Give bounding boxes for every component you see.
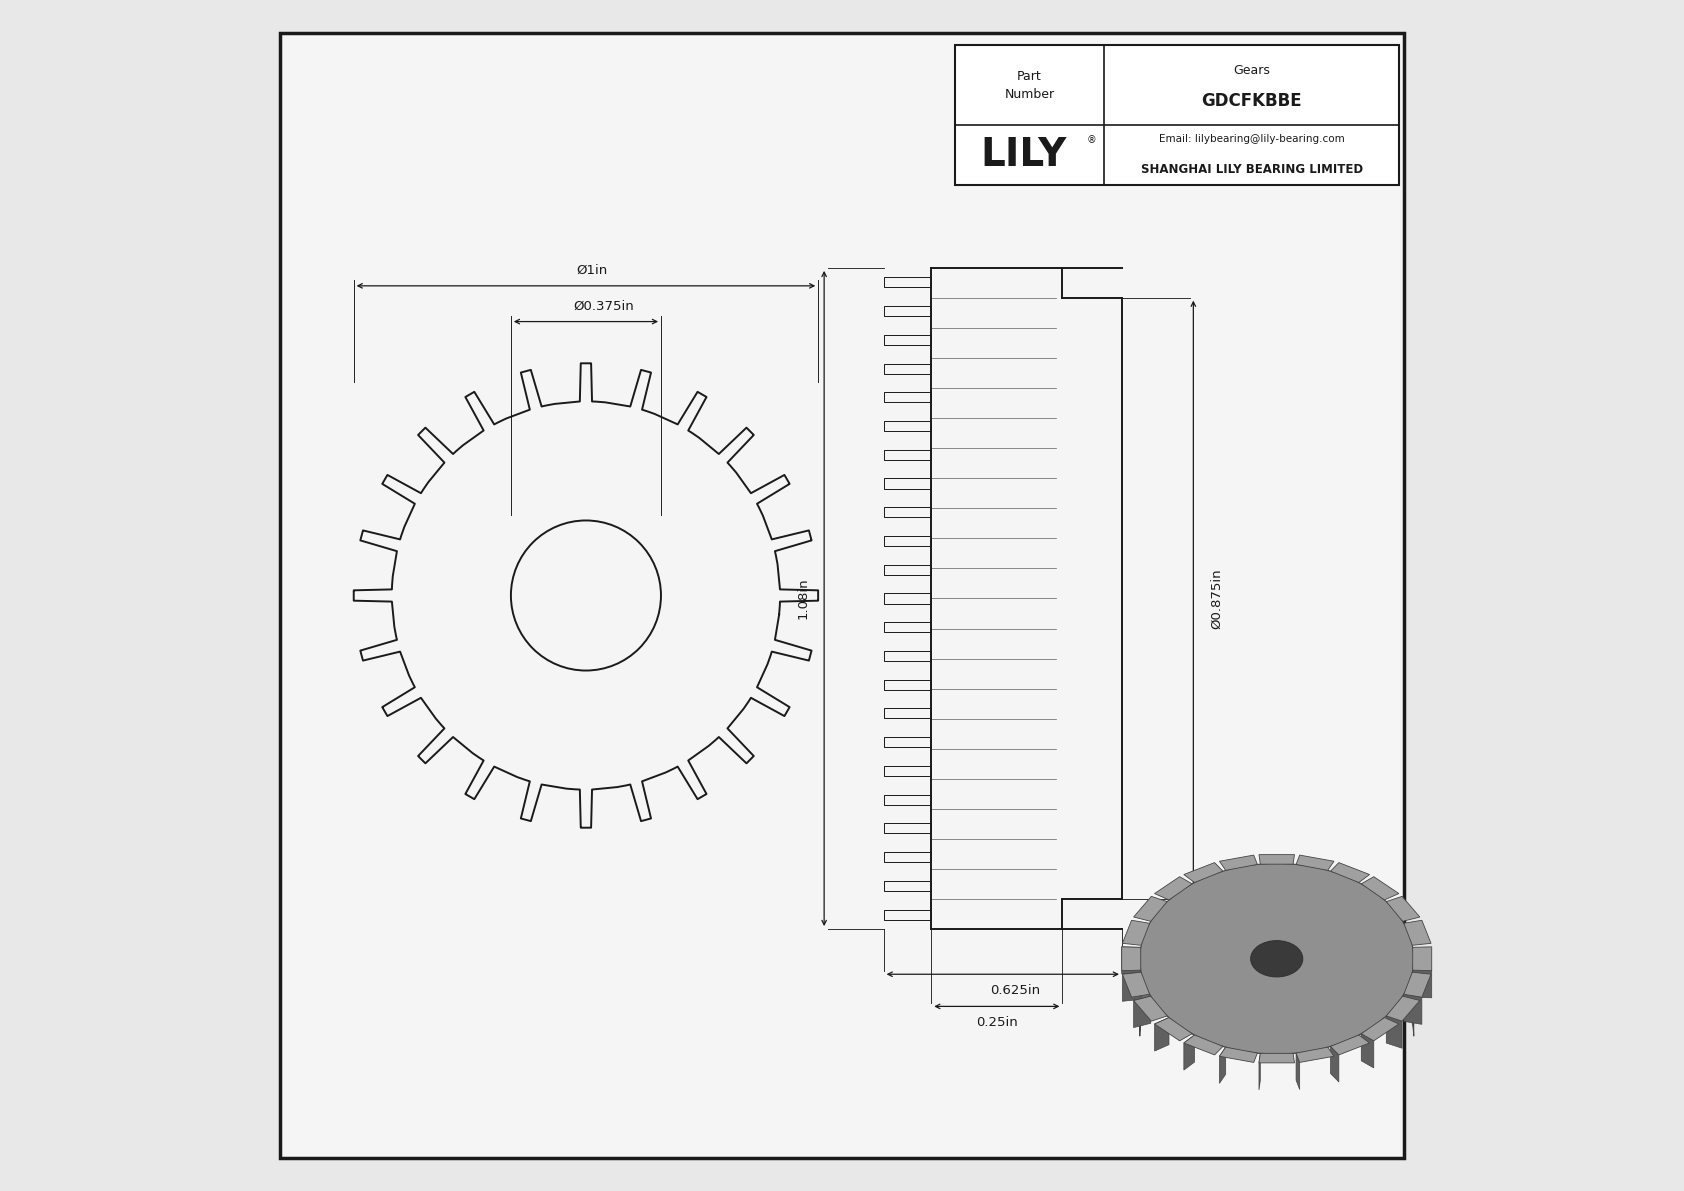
Text: Part
Number: Part Number [1005,69,1054,101]
Text: Email: lilybearing@lily-bearing.com: Email: lilybearing@lily-bearing.com [1159,135,1344,144]
Text: 0.25in: 0.25in [977,1016,1017,1029]
Polygon shape [1413,947,1431,971]
Bar [955,45,1399,185]
Polygon shape [1219,1047,1258,1062]
Polygon shape [1386,996,1420,1021]
Polygon shape [1184,862,1223,883]
Text: SHANGHAI LILY BEARING LIMITED: SHANGHAI LILY BEARING LIMITED [1140,163,1362,175]
Polygon shape [1361,1034,1374,1068]
Text: GDCFKBBE: GDCFKBBE [1201,92,1302,110]
Polygon shape [1297,1053,1300,1090]
Polygon shape [1155,1017,1169,1050]
Bar [955,45,1399,185]
Polygon shape [1155,1017,1192,1041]
Polygon shape [1260,855,1295,865]
Polygon shape [1330,862,1369,883]
Polygon shape [1413,971,1431,998]
Text: Ø0.375in: Ø0.375in [574,300,635,313]
Polygon shape [1133,897,1167,922]
Ellipse shape [1251,941,1303,977]
Polygon shape [1219,855,1258,871]
Polygon shape [1122,947,1140,974]
Polygon shape [1361,1017,1399,1041]
Polygon shape [1330,1035,1369,1055]
Polygon shape [1140,941,1413,1054]
Polygon shape [1133,996,1167,1021]
Polygon shape [1123,972,1150,997]
Polygon shape [1404,921,1431,946]
Polygon shape [1123,921,1150,946]
Text: 0.625in: 0.625in [990,984,1039,997]
Text: Gears: Gears [1233,64,1270,77]
Polygon shape [1386,1016,1403,1048]
Polygon shape [1297,1047,1334,1062]
Text: LILY: LILY [980,136,1066,174]
Polygon shape [1133,996,1150,1028]
Text: 1.08in: 1.08in [797,578,810,619]
Polygon shape [1155,877,1192,900]
Polygon shape [1184,1035,1194,1070]
Text: Ø1in: Ø1in [576,263,608,276]
Polygon shape [1123,972,1142,1002]
Text: ®: ® [1086,136,1096,145]
Polygon shape [1219,1047,1226,1084]
Polygon shape [1184,1035,1223,1055]
Polygon shape [1361,877,1399,900]
Ellipse shape [1140,863,1413,1054]
Polygon shape [1260,1053,1295,1062]
Polygon shape [1404,972,1431,997]
Polygon shape [1122,947,1140,971]
Polygon shape [1386,897,1420,922]
Polygon shape [1297,855,1334,871]
Polygon shape [1330,1047,1339,1081]
Text: Ø0.875in: Ø0.875in [1211,568,1223,629]
Polygon shape [1404,994,1421,1024]
